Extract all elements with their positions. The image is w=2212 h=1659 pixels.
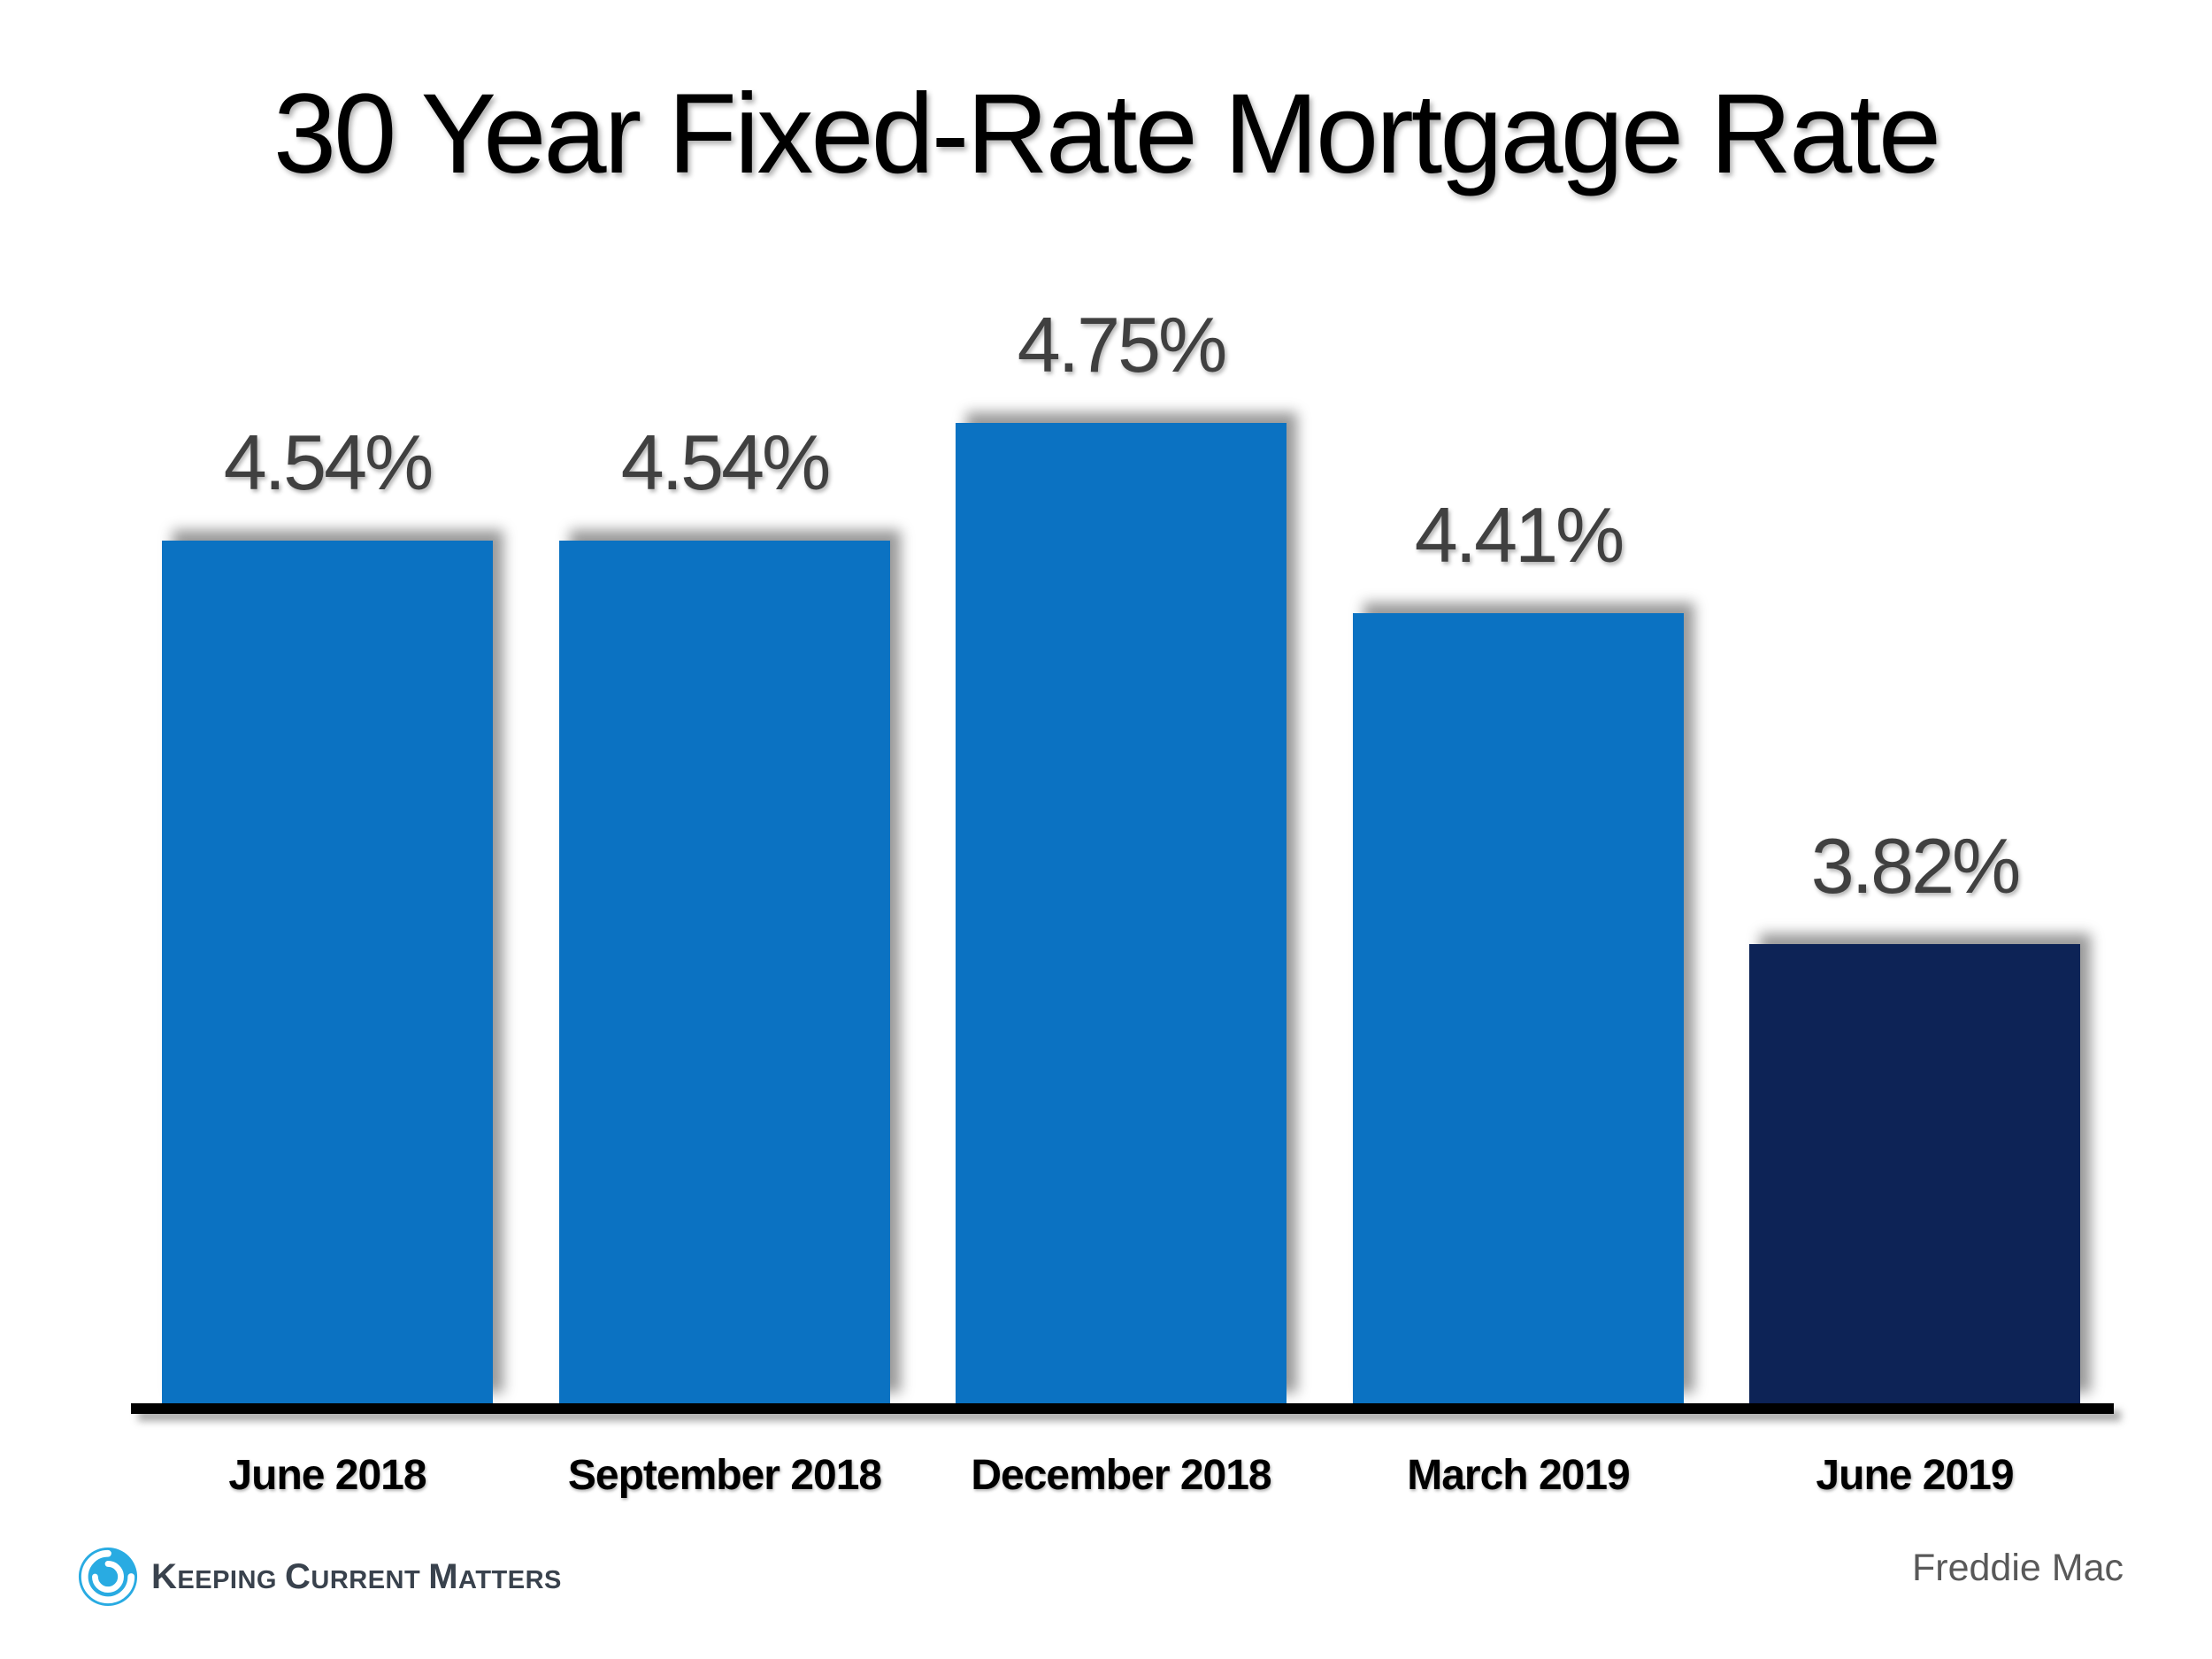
bar-value-label-september-2018: 4.54% [620, 419, 832, 506]
bar-category-label-june-2019: June 2019 [1816, 1452, 2014, 1499]
kcm-logo: Keeping Current Matters [77, 1546, 570, 1608]
bar-category-label-march-2019: March 2019 [1407, 1452, 1631, 1499]
bar-september-2018 [559, 541, 890, 1403]
source-attribution: Freddie Mac [1912, 1547, 2124, 1589]
x-axis-line [131, 1403, 2114, 1414]
logo-word: Current [284, 1556, 421, 1596]
bar-june-2018 [162, 541, 493, 1403]
bar-value-label-december-2018: 4.75% [1017, 301, 1228, 388]
bar-december-2018 [956, 423, 1286, 1403]
bar-category-label-december-2018: December 2018 [971, 1452, 1271, 1499]
logo-word: Matters [428, 1556, 562, 1596]
bar-march-2019 [1353, 613, 1684, 1403]
kcm-swirl-icon [78, 1547, 138, 1607]
logo-word: Keeping [151, 1556, 277, 1596]
bar-value-label-june-2018: 4.54% [223, 419, 434, 506]
chart-title: 30 Year Fixed-Rate Mortgage Rate [273, 71, 1941, 197]
bar-value-label-june-2019: 3.82% [1810, 822, 2022, 910]
bar-category-label-june-2018: June 2018 [228, 1452, 426, 1499]
kcm-logo-text: Keeping Current Matters [151, 1557, 570, 1597]
bar-value-label-march-2019: 4.41% [1414, 491, 1625, 579]
bar-category-label-september-2018: September 2018 [567, 1452, 882, 1499]
bar-june-2019 [1749, 944, 2080, 1403]
